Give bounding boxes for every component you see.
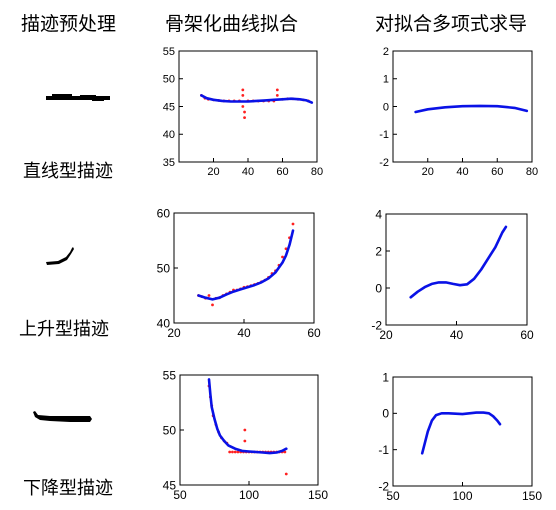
data-point (241, 94, 245, 97)
y-tick-label: 40 (163, 129, 175, 141)
x-tick-label: 40 (450, 328, 464, 342)
data-point (243, 439, 247, 443)
trace-sketch-rising (46, 247, 74, 265)
x-tick-label: 80 (526, 166, 538, 178)
x-tick-label: 50 (173, 488, 187, 502)
data-point (243, 110, 246, 114)
plot-frame (392, 376, 533, 487)
x-tick-label: 20 (207, 166, 219, 178)
y-tick-label: 40 (157, 316, 171, 330)
x-tick-label: 40 (456, 166, 468, 178)
x-tick-label: 150 (522, 489, 542, 503)
y-tick-label: 55 (163, 46, 175, 58)
x-tick-label: 60 (307, 326, 321, 340)
header-skeleton-fit: 骨架化曲线拟合 (165, 13, 299, 35)
y-tick-label: -1 (378, 443, 389, 457)
x-tick-label: 60 (491, 166, 503, 178)
y-tick-label: 55 (163, 368, 177, 382)
x-tick-label: 50 (386, 489, 400, 503)
y-tick-label: -2 (371, 318, 382, 332)
x-tick-label: 100 (452, 489, 472, 503)
data-point (243, 116, 246, 119)
x-tick-label: 20 (167, 326, 181, 340)
data-point (236, 450, 240, 454)
y-tick-label: 1 (383, 74, 389, 86)
header-preprocess: 描迹预处理 (21, 13, 117, 35)
data-point (233, 450, 237, 454)
y-tick-label: 4 (375, 207, 382, 221)
data-point (228, 450, 232, 454)
data-point (284, 472, 288, 476)
fit-curve (420, 411, 502, 455)
y-tick-label: 35 (163, 157, 175, 169)
trace-sketch-falling (33, 411, 92, 422)
y-tick-label: -1 (379, 129, 389, 141)
y-tick-label: 0 (375, 281, 382, 295)
y-tick-label: 50 (163, 74, 175, 86)
data-point (211, 303, 214, 307)
y-tick-label: 1 (382, 370, 389, 384)
x-tick-label: 20 (379, 328, 393, 342)
data-point (281, 255, 284, 259)
fit-curve (207, 378, 288, 455)
y-tick-label: -2 (378, 479, 389, 493)
y-tick-label: 0 (383, 101, 389, 113)
y-tick-label: 50 (157, 261, 171, 275)
y-tick-label: 45 (163, 478, 177, 492)
fit-curve (197, 229, 295, 301)
data-point (207, 294, 211, 297)
row-label-straight: 直线型描迹 (23, 161, 113, 182)
data-point (283, 450, 287, 454)
fit-curve (409, 225, 508, 299)
data-point (291, 222, 295, 226)
data-point (241, 88, 245, 92)
x-tick-label: 40 (242, 166, 254, 178)
y-tick-label: 0 (382, 407, 389, 421)
y-tick-label: 2 (383, 46, 389, 58)
data-point (243, 428, 247, 432)
x-tick-label: 80 (311, 166, 323, 178)
x-tick-label: 40 (237, 326, 251, 340)
header-derivative: 对拟合多项式求导 (375, 13, 528, 35)
trace-sketch-straight (46, 94, 110, 101)
y-tick-label: 50 (163, 423, 177, 437)
fit-curve (200, 94, 314, 104)
row-label-falling: 下降型描迹 (23, 478, 113, 499)
y-tick-label: 60 (157, 206, 171, 220)
x-tick-label: 100 (239, 488, 259, 502)
data-point (275, 88, 279, 92)
x-tick-label: 150 (308, 488, 328, 502)
data-point (241, 105, 245, 108)
x-tick-label: 60 (276, 166, 288, 178)
y-tick-label: -2 (379, 157, 389, 169)
y-tick-label: 45 (163, 101, 175, 113)
fit-curve (414, 104, 529, 114)
x-tick-label: 60 (520, 328, 534, 342)
data-point (231, 450, 234, 454)
y-tick-label: 2 (375, 244, 382, 258)
x-tick-label: 20 (422, 166, 434, 178)
row-label-rising: 上升型描迹 (19, 319, 109, 340)
data-point (275, 94, 279, 97)
